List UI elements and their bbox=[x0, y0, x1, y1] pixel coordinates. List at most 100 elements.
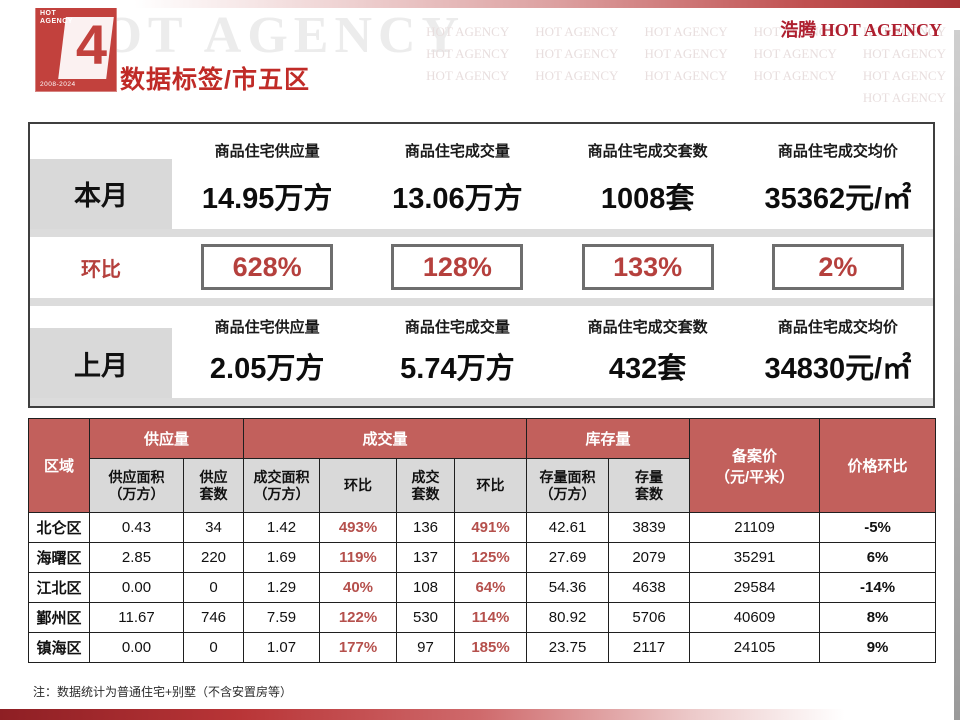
mom-supply-cell: 628% bbox=[172, 237, 362, 299]
region-name: 北仑区 bbox=[28, 512, 90, 543]
supply-area: 0.00 bbox=[89, 632, 184, 663]
stock-units: 2079 bbox=[608, 542, 691, 573]
stock-units: 5706 bbox=[608, 602, 691, 633]
col-stock-units: 存量 套数 bbox=[608, 458, 691, 513]
stock-area: 42.61 bbox=[526, 512, 610, 543]
district-data-table: 区域 供应量 成交量 库存量 备案价 （元/平米） 价格环比 供应面积 （万方）… bbox=[28, 418, 937, 663]
metric-deal-volume: 商品住宅成交量 13.06万方 bbox=[362, 124, 552, 229]
metric-avg-price: 商品住宅成交均价 35362元/㎡ bbox=[743, 124, 933, 229]
metric-name: 商品住宅成交套数 bbox=[587, 319, 708, 337]
watermark-text: HOT AGENCY bbox=[644, 68, 728, 83]
supply-units: 746 bbox=[182, 602, 245, 633]
deal-units-mom: 125% bbox=[454, 542, 528, 573]
metric-value: 2.05万方 bbox=[209, 353, 325, 386]
last-month-label-cell: 上月 bbox=[30, 306, 172, 399]
deal-area: 1.07 bbox=[243, 632, 321, 663]
record-price: 24105 bbox=[689, 632, 821, 663]
metric-name: 商品住宅成交量 bbox=[404, 143, 510, 160]
metric-deal-units: 商品住宅成交套数 432套 bbox=[553, 306, 743, 398]
watermark-text: HOT AGENCY bbox=[644, 24, 728, 39]
region-name: 镇海区 bbox=[28, 632, 90, 663]
deal-area-mom: 122% bbox=[319, 602, 398, 633]
brand-wordmark: 浩腾 HOT AGENCY bbox=[780, 20, 942, 40]
deal-area-mom: 119% bbox=[319, 542, 398, 573]
table-header-sub: 供应面积 （万方） 供应 套数 成交面积 （万方） 环比 成交 套数 环比 存量… bbox=[29, 458, 936, 513]
supply-units: 0 bbox=[182, 572, 245, 603]
supply-units: 0 bbox=[182, 632, 245, 663]
price-mom: 6% bbox=[819, 542, 937, 573]
mom-deal-units-value: 133% bbox=[581, 244, 714, 291]
mom-label: 环比 bbox=[81, 258, 121, 281]
this-month-label: 本月 bbox=[30, 158, 172, 229]
divider-strip bbox=[30, 298, 933, 307]
deal-area-mom: 177% bbox=[319, 632, 398, 663]
watermark-text: HOT AGENCY bbox=[753, 24, 837, 39]
stock-units: 2117 bbox=[608, 632, 691, 663]
region-name: 江北区 bbox=[28, 572, 90, 603]
supply-units: 34 bbox=[182, 512, 245, 543]
col-supply-units: 供应 套数 bbox=[182, 458, 245, 513]
right-edge-shadow bbox=[954, 30, 960, 720]
deal-units-mom: 64% bbox=[454, 572, 528, 603]
supply-area: 11.67 bbox=[89, 602, 184, 633]
metric-name: 商品住宅成交套数 bbox=[587, 143, 708, 160]
col-group-deals: 成交量 bbox=[243, 418, 528, 459]
deal-units: 136 bbox=[396, 512, 456, 543]
metric-value: 13.06万方 bbox=[392, 183, 523, 215]
metric-avg-price: 商品住宅成交均价 34830元/㎡ bbox=[743, 306, 933, 398]
top-gradient-bar bbox=[0, 0, 960, 8]
watermark-text: HOT AGENCY bbox=[644, 46, 728, 61]
watermark-text: HOT AGENCY bbox=[535, 46, 619, 61]
metric-supply: 商品住宅供应量 14.95万方 bbox=[172, 124, 362, 229]
stock-area: 23.75 bbox=[526, 632, 610, 663]
divider-strip bbox=[30, 398, 933, 406]
mom-label-cell: 环比 bbox=[30, 237, 172, 299]
col-deal-units: 成交 套数 bbox=[396, 458, 456, 513]
region-name: 海曙区 bbox=[28, 542, 90, 573]
metric-deal-units: 商品住宅成交套数 1008套 bbox=[553, 124, 743, 229]
footnote: 注：数据统计为普通住宅+别墅（不含安置房等） bbox=[33, 685, 293, 699]
mom-deal-volume-value: 128% bbox=[391, 244, 524, 291]
deal-area-mom: 493% bbox=[319, 512, 398, 543]
watermark-text: HOT AGENCY bbox=[753, 68, 837, 83]
stock-area: 27.69 bbox=[526, 542, 610, 573]
mom-deal-units-cell: 133% bbox=[553, 237, 743, 299]
record-price: 21109 bbox=[689, 512, 821, 543]
watermark-text: HOT AGENCY bbox=[426, 46, 510, 61]
watermark-text: HOT AGENCY bbox=[862, 46, 946, 61]
metric-supply: 商品住宅供应量 2.05万方 bbox=[172, 306, 362, 398]
col-region: 区域 bbox=[28, 418, 90, 513]
col-deal-units-mom: 环比 bbox=[454, 458, 528, 513]
watermark-text: HOT AGENCY bbox=[426, 24, 510, 39]
table-row: 北仑区 0.43 34 1.42 493% 136 491% 42.61 383… bbox=[28, 512, 937, 543]
table-header-groups: 区域 供应量 成交量 库存量 备案价 （元/平米） 价格环比 bbox=[28, 418, 937, 513]
price-mom: -14% bbox=[819, 572, 937, 603]
watermark-text: HOT AGENCY bbox=[426, 68, 510, 83]
deal-units-mom: 491% bbox=[454, 512, 528, 543]
col-stock-area: 存量面积 （万方） bbox=[526, 458, 610, 513]
col-record-price: 备案价 （元/平米） bbox=[689, 418, 821, 513]
mom-avg-price-cell: 2% bbox=[743, 237, 933, 299]
record-price: 35291 bbox=[689, 542, 821, 573]
col-supply-area: 供应面积 （万方） bbox=[89, 458, 184, 513]
deal-area-mom: 40% bbox=[319, 572, 398, 603]
col-price-mom: 价格环比 bbox=[819, 418, 937, 513]
last-month-label: 上月 bbox=[30, 328, 172, 399]
metric-name: 商品住宅成交均价 bbox=[777, 143, 898, 160]
deal-area: 1.69 bbox=[243, 542, 321, 573]
this-month-row: 本月 商品住宅供应量 14.95万方 商品住宅成交量 13.06万方 商品住宅成… bbox=[30, 124, 933, 229]
logo-years: 2008-2024 bbox=[40, 81, 76, 88]
deal-units: 108 bbox=[396, 572, 456, 603]
bottom-gradient-bar bbox=[0, 709, 960, 720]
stock-area: 54.36 bbox=[526, 572, 610, 603]
watermark-text: HOT AGENCY bbox=[862, 24, 946, 39]
metric-value: 35362元/㎡ bbox=[764, 183, 912, 215]
deal-units: 97 bbox=[396, 632, 456, 663]
metric-value: 1008套 bbox=[600, 183, 695, 215]
logo-number: 4 bbox=[75, 13, 107, 76]
col-group-stock: 库存量 bbox=[526, 418, 691, 459]
col-group-supply: 供应量 bbox=[88, 418, 245, 459]
metric-value: 34830元/㎡ bbox=[764, 353, 912, 386]
stock-units: 3839 bbox=[608, 512, 691, 543]
supply-area: 2.85 bbox=[89, 542, 184, 573]
